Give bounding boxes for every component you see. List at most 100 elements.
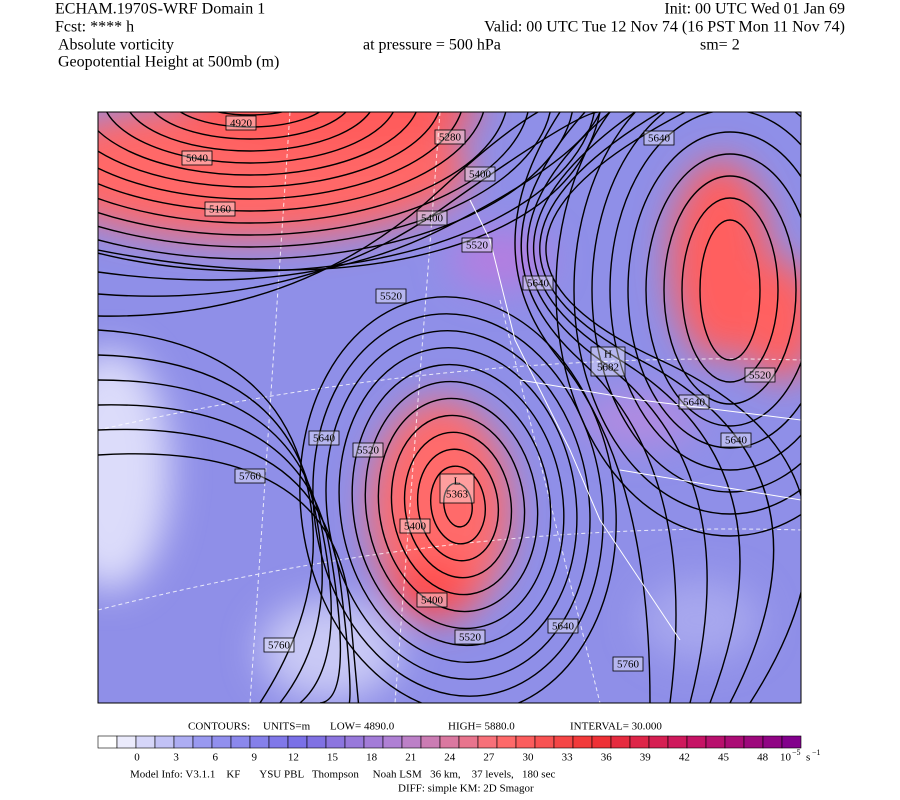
colorbar-box [97, 735, 118, 749]
contour-line [129, 112, 371, 152]
contour-label: 5400 [421, 213, 444, 225]
colorbar-tick-label: 18 [366, 752, 378, 764]
contour-line [153, 112, 347, 140]
contour-line [98, 112, 551, 248]
extremum-letter: L [454, 476, 461, 488]
contour-label-box [522, 275, 554, 291]
fcst: Fcst: **** h [55, 19, 134, 36]
colorbar-tick-label: 0 [134, 752, 140, 764]
contour-label-box [612, 656, 644, 672]
colorbar-box [477, 735, 498, 749]
map-frame [97, 111, 802, 704]
contour-label-box [547, 618, 579, 634]
colorbar-box [325, 735, 346, 749]
contour-line [98, 112, 485, 212]
colorbar-box [686, 735, 707, 749]
contour-line [98, 112, 529, 236]
contour-line [364, 380, 552, 630]
contour-label-box [416, 592, 448, 608]
contour-label: 5640 [313, 433, 336, 445]
field: Absolute vorticity [58, 37, 174, 54]
sm: sm= 2 [700, 37, 740, 54]
contour-line [627, 131, 801, 449]
contour-label: 5520 [380, 291, 403, 303]
colorbar-box [743, 735, 764, 749]
colorbar-tick-label: 3 [173, 752, 179, 764]
colorbar-box [534, 735, 555, 749]
contour-line [416, 448, 500, 562]
model-info: Model Info: V3.1.1 KF YSU PBL Thompson N… [130, 769, 555, 781]
map [98, 112, 801, 703]
contour-label: 5640 [552, 621, 575, 633]
contour-label-box [225, 115, 257, 131]
contour-label-box [464, 166, 496, 182]
contour-label: 5760 [268, 640, 291, 652]
contour-line [98, 453, 361, 703]
colorbar-unit: s [806, 752, 810, 764]
contour-line [325, 330, 591, 680]
valid: Valid: 00 UTC Tue 12 Nov 74 (16 PST Mon … [484, 19, 845, 36]
colorbar-box [382, 735, 403, 749]
colorbar-box [705, 735, 726, 749]
contour-info: INTERVAL= 30.000 [570, 721, 662, 733]
colorbar-tick-label: 15 [327, 752, 339, 764]
contour-label-box [744, 367, 776, 383]
contour-label: 5520 [357, 445, 380, 457]
colorbar-box [762, 735, 783, 749]
contour-line [98, 112, 601, 281]
colorbar-box [439, 735, 460, 749]
contour-label: 5400 [421, 595, 444, 607]
contour-line [215, 112, 285, 116]
colorbar-box [515, 735, 536, 749]
colorbar: 0 3 6 9 12 15 18 21 24 27 30 33 36 39 42 45 48 [97, 735, 802, 764]
contour-line [98, 404, 342, 703]
colorbar-box [781, 735, 802, 749]
contour-label-box [678, 394, 710, 410]
contour-info: CONTOURS: [188, 721, 250, 733]
contour-line [545, 112, 801, 703]
contour-line [526, 112, 708, 703]
extremum-value: 5682 [597, 362, 619, 374]
contour-label: 5640 [725, 435, 748, 447]
contour-label-box [720, 432, 752, 448]
colorbar-tick-label: 9 [252, 752, 258, 764]
contour-label: 5280 [439, 132, 462, 144]
colorbar-box [249, 735, 270, 749]
contour-label: 5760 [239, 471, 262, 483]
contour-label-box [181, 150, 213, 166]
contour-label-box [263, 637, 295, 653]
contour-label-box [643, 130, 675, 146]
colorbar-box [154, 735, 175, 749]
contour-label: 5760 [617, 659, 640, 671]
contour-label: 5640 [527, 278, 550, 290]
contour-label: 4920 [230, 118, 253, 130]
diff-info: DIFF: simple KM: 2D Smagor [398, 783, 534, 795]
colorbar-box [211, 735, 232, 749]
contour-line [351, 363, 565, 647]
colorbar-unit: 10 [780, 752, 792, 764]
contour-label-box [308, 430, 340, 446]
contour-line [539, 112, 775, 703]
extremum-letter: H [604, 349, 612, 361]
colorbar-unit: −1 [812, 748, 821, 757]
colorbar-box [591, 735, 612, 749]
colorbar-box [420, 735, 441, 749]
colorbar-box [116, 735, 137, 749]
contour-info: UNITS=m [263, 721, 311, 733]
colorbar-tick-label: 36 [601, 752, 613, 764]
pressure: at pressure = 500 hPa [363, 37, 501, 54]
extremum-value: 5363 [446, 489, 469, 501]
contour-label-box [416, 210, 448, 226]
contour-line [98, 112, 462, 200]
colorbar-box [173, 735, 194, 749]
contour-label: 5520 [749, 370, 772, 382]
contour-label: 5520 [459, 632, 482, 644]
contour-label-box [234, 468, 266, 484]
contour-line [681, 197, 779, 383]
contour-label-box [375, 288, 407, 304]
contour-label-box [434, 129, 466, 145]
colorbar-box [287, 735, 308, 749]
contour-info: LOW= 4890.0 [330, 721, 395, 733]
